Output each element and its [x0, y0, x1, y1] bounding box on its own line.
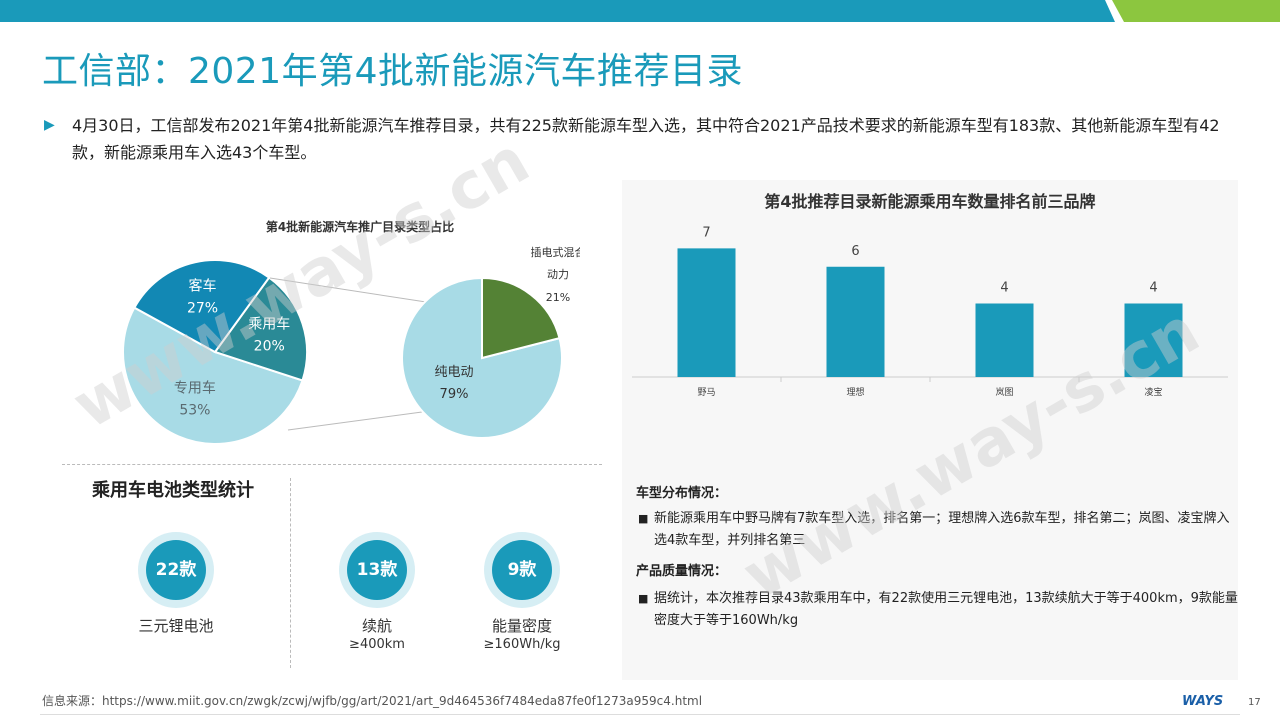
- x-tick-label: 理想: [846, 386, 864, 398]
- stat-label: 三元锂电池: [138, 617, 214, 635]
- bar-3: [1124, 303, 1183, 377]
- section-divider-horizontal: [62, 464, 602, 465]
- bar-chart: 7 野马 6 理想 4 岚图 4 凌宝: [632, 225, 1228, 398]
- square-bullet-icon: ■: [638, 592, 649, 605]
- pie-slice-label: 专用车: [174, 379, 216, 396]
- bar-chart-title: 第4批推荐目录新能源乘用车数量排名前三品牌: [764, 192, 1096, 211]
- bar-value-label: 7: [702, 225, 710, 240]
- bar-1: [826, 266, 885, 377]
- page-number: 17: [1248, 697, 1261, 708]
- battery-stat-ternary: 22款 三元锂电池: [106, 532, 246, 636]
- quality-heading: 产品质量情况：: [636, 564, 728, 579]
- x-tick-label: 岚图: [995, 387, 1013, 398]
- stat-label: 续航: [361, 617, 392, 635]
- secondary-pie-slice-1: [481, 276, 561, 360]
- distribution-heading: 车型分布情况：: [636, 486, 728, 501]
- pie-connector-line: [287, 411, 423, 431]
- pie-chart-title: 第4批新能源汽车推广目录类型占比: [265, 220, 455, 234]
- footer-divider: [40, 714, 1240, 715]
- pie-slice-label: 纯电动: [434, 365, 473, 380]
- stat-sub: ≥400km: [349, 637, 405, 652]
- stat-value: 13款: [347, 540, 407, 600]
- pie-slice-value: 53%: [179, 402, 210, 418]
- bar-chart-panel: 第4批推荐目录新能源乘用车数量排名前三品牌 7 野马 6 理想 4 岚图 4 凌宝 车型分布情…: [622, 180, 1238, 680]
- pie-slice-1: [213, 276, 308, 382]
- battery-stat-range: 13款 续航 ≥400km: [307, 532, 447, 654]
- pie-slice-value: 79%: [440, 387, 469, 402]
- stat-circle: 13款: [339, 532, 415, 608]
- distribution-text: 新能源乘用车中野马牌有7款车型入选，排名第一；理想牌入选6款车型，排名第二；岚图…: [654, 511, 1230, 548]
- distribution-item: ■ 新能源乘用车中野马牌有7款车型入选，排名第一；理想牌入选6款车型，排名第二；…: [638, 508, 1238, 552]
- x-tick-label: 野马: [697, 387, 715, 398]
- quality-text: 据统计，本次推荐目录43款乘用车中，有22款使用三元锂电池，13款续航大于等于4…: [654, 591, 1238, 628]
- battery-stat-density: 9款 能量密度 ≥160Wh/kg: [452, 532, 592, 654]
- pie-slice-label: 动力: [547, 268, 569, 281]
- pie-slice-value: 21%: [546, 291, 570, 304]
- bar-0: [677, 248, 736, 377]
- pie-slice-label: 乘用车: [248, 315, 290, 332]
- bar-value-label: 4: [1000, 281, 1008, 296]
- pie-slice-label: 插电式混合: [531, 245, 581, 259]
- triangle-right-icon: ▶: [44, 117, 55, 133]
- page-title: 工信部：2021年第4批新能源汽车推荐目录: [42, 51, 744, 92]
- pie-slice-label: 客车: [189, 277, 217, 294]
- bar-value-label: 4: [1149, 281, 1157, 296]
- stat-circle: 22款: [138, 532, 214, 608]
- square-bullet-icon: ■: [638, 512, 649, 525]
- bar-value-label: 6: [851, 244, 859, 259]
- pie-slice-0: [122, 306, 304, 445]
- quality-item: ■ 据统计，本次推荐目录43款乘用车中，有22款使用三元锂电池，13款续航大于等…: [638, 588, 1238, 632]
- intro-text: 4月30日，工信部发布2021年第4批新能源汽车推荐目录，共有225款新能源车型…: [72, 116, 1220, 162]
- stat-value: 22款: [146, 540, 206, 600]
- pie-slice-2: [133, 259, 271, 354]
- stat-sub: ≥160Wh/kg: [483, 637, 561, 652]
- x-tick-label: 凌宝: [1144, 386, 1162, 398]
- pie-slice-value: 20%: [254, 338, 285, 354]
- battery-section-title: 乘用车电池类型统计: [92, 480, 254, 501]
- pie-connector-line: [269, 277, 427, 303]
- stat-circle: 9款: [484, 532, 560, 608]
- source-link[interactable]: 信息来源：https://www.miit.gov.cn/zwgk/zcwj/w…: [42, 694, 703, 708]
- bar-2: [975, 303, 1034, 377]
- pie-slice-value: 27%: [187, 300, 218, 316]
- top-banner: [0, 0, 1280, 22]
- stat-value: 9款: [492, 540, 552, 600]
- ways-logo: WAYS: [1182, 694, 1224, 709]
- stat-label: 能量密度: [491, 617, 552, 635]
- section-divider-vertical: [290, 478, 291, 668]
